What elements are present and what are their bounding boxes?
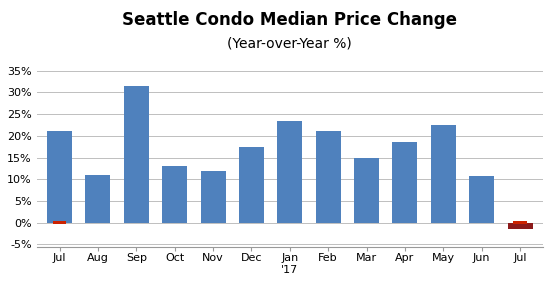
Bar bbox=[469, 176, 494, 222]
Bar bbox=[354, 158, 379, 222]
Bar bbox=[53, 221, 67, 224]
Bar bbox=[162, 166, 187, 222]
Bar bbox=[239, 147, 264, 222]
Bar bbox=[513, 221, 527, 224]
Text: Seattle Condo Median Price Change: Seattle Condo Median Price Change bbox=[122, 11, 457, 29]
Bar bbox=[47, 131, 72, 222]
Bar bbox=[277, 121, 302, 222]
Bar bbox=[85, 175, 111, 222]
Bar bbox=[393, 142, 417, 222]
Text: (Year-over-Year %): (Year-over-Year %) bbox=[228, 37, 352, 51]
Bar bbox=[124, 86, 149, 222]
Bar bbox=[508, 222, 532, 229]
Bar bbox=[201, 171, 226, 222]
Bar bbox=[431, 125, 456, 222]
Bar bbox=[316, 131, 340, 222]
